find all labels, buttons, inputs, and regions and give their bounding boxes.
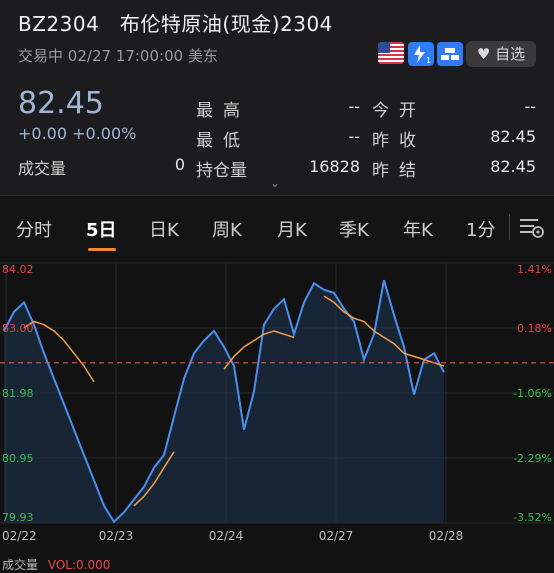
x-tick-label: 02/27 xyxy=(319,529,354,543)
tab-intraday[interactable]: 分时 xyxy=(16,220,52,241)
instrument-title: BZ2304 布伦特原油(现金)2304 xyxy=(18,8,333,37)
svg-text:1: 1 xyxy=(426,56,431,65)
chart-canvas: 84.02 83.00 81.98 80.95 79.93 1.41% 0.18% -1.06… xyxy=(0,262,554,543)
tab-1min[interactable]: 1分 xyxy=(466,220,496,241)
y-tick-left: 80.95 xyxy=(2,452,34,465)
y-tick-left: 83.00 xyxy=(2,322,34,335)
us-flag-icon[interactable] xyxy=(378,42,404,64)
average-line xyxy=(223,330,295,370)
volume-value: 0 xyxy=(174,155,185,174)
open-interest-label: 持仓量 xyxy=(196,161,247,181)
y-tick-left: 79.93 xyxy=(2,511,34,524)
tab-yearly-k[interactable]: 年K xyxy=(403,220,433,241)
footer-volume-label: 成交量 xyxy=(2,558,39,572)
datetime: 02/27 17:00:00 xyxy=(67,47,184,65)
x-tick-label: 02/24 xyxy=(209,529,244,543)
last-price: 82.45 xyxy=(18,86,104,121)
price-area xyxy=(4,280,444,523)
price-line xyxy=(3,279,445,524)
change-percent: +0.00% xyxy=(72,124,137,143)
quote-header: BZ2304 布伦特原油(现金)2304 交易中 02/27 17:00:00 … xyxy=(0,0,554,195)
x-tick-label: 02/22 xyxy=(2,529,37,543)
y-tick-right: 0.18% xyxy=(517,322,552,335)
high-label: 最高 xyxy=(196,101,250,121)
y-tick-right: -2.29% xyxy=(513,452,552,465)
tab-monthly-k[interactable]: 月K xyxy=(277,220,307,241)
volume-label: 成交量 xyxy=(18,159,67,178)
open-label: 今开 xyxy=(372,101,426,121)
price-chart[interactable]: 84.02 83.00 81.98 80.95 79.93 1.41% 0.18% -1.06… xyxy=(0,255,554,555)
prev-settle-label: 昨结 xyxy=(372,161,426,181)
y-tick-left: 84.02 xyxy=(2,263,34,276)
open-interest-value: 16828 xyxy=(309,157,360,176)
low-label: 最低 xyxy=(196,131,250,151)
prev-settle-value: 82.45 xyxy=(490,157,536,176)
average-line xyxy=(23,320,95,383)
footer-vol-value: VOL:0.000 xyxy=(47,558,111,572)
gold-bars-icon[interactable] xyxy=(437,42,463,66)
tab-daily-k[interactable]: 日K xyxy=(149,220,179,241)
add-watchlist-button[interactable]: ♥ 自选 xyxy=(466,41,536,67)
average-line xyxy=(133,451,175,507)
low-value: -- xyxy=(348,127,360,146)
timezone: 美东 xyxy=(187,47,218,65)
instrument-name: 布伦特原油(现金)2304 xyxy=(119,12,333,36)
tab-divider xyxy=(509,214,510,240)
symbol: BZ2304 xyxy=(18,12,100,36)
y-tick-right: -1.06% xyxy=(513,387,552,400)
tab-weekly-k[interactable]: 周K xyxy=(212,220,242,241)
status-text: 交易中 xyxy=(18,47,64,65)
y-tick-left: 81.98 xyxy=(2,387,34,400)
change-value: +0.00 xyxy=(18,124,68,143)
x-tick-label: 02/23 xyxy=(99,529,134,543)
high-value: -- xyxy=(348,97,360,116)
timeframe-tabs: 分时 5日 日K 周K 月K 季K 年K 1分 xyxy=(0,195,554,256)
trading-status: 交易中 02/27 17:00:00 美东 xyxy=(18,45,218,66)
y-tick-right: 1.41% xyxy=(517,263,552,276)
heart-icon: ♥ xyxy=(476,45,491,63)
volume-footer: 成交量 VOL:0.000 xyxy=(2,556,110,573)
y-tick-right: -3.52% xyxy=(513,511,552,524)
price-change: +0.00 +0.00% xyxy=(18,124,136,143)
add-watchlist-label: 自选 xyxy=(495,45,526,63)
chevron-down-icon[interactable]: ⌄ xyxy=(270,176,281,190)
x-tick-label: 02/28 xyxy=(429,529,464,543)
active-tab-indicator xyxy=(88,248,116,251)
open-value: -- xyxy=(524,97,536,116)
chart-settings-icon[interactable] xyxy=(518,214,546,240)
prev-close-label: 昨收 xyxy=(372,131,426,151)
tab-5day[interactable]: 5日 xyxy=(86,220,117,241)
prev-close-value: 82.45 xyxy=(490,127,536,146)
tab-quarterly-k[interactable]: 季K xyxy=(339,220,369,241)
lightning-1-icon[interactable]: 1 xyxy=(408,42,434,66)
average-line xyxy=(323,295,445,367)
